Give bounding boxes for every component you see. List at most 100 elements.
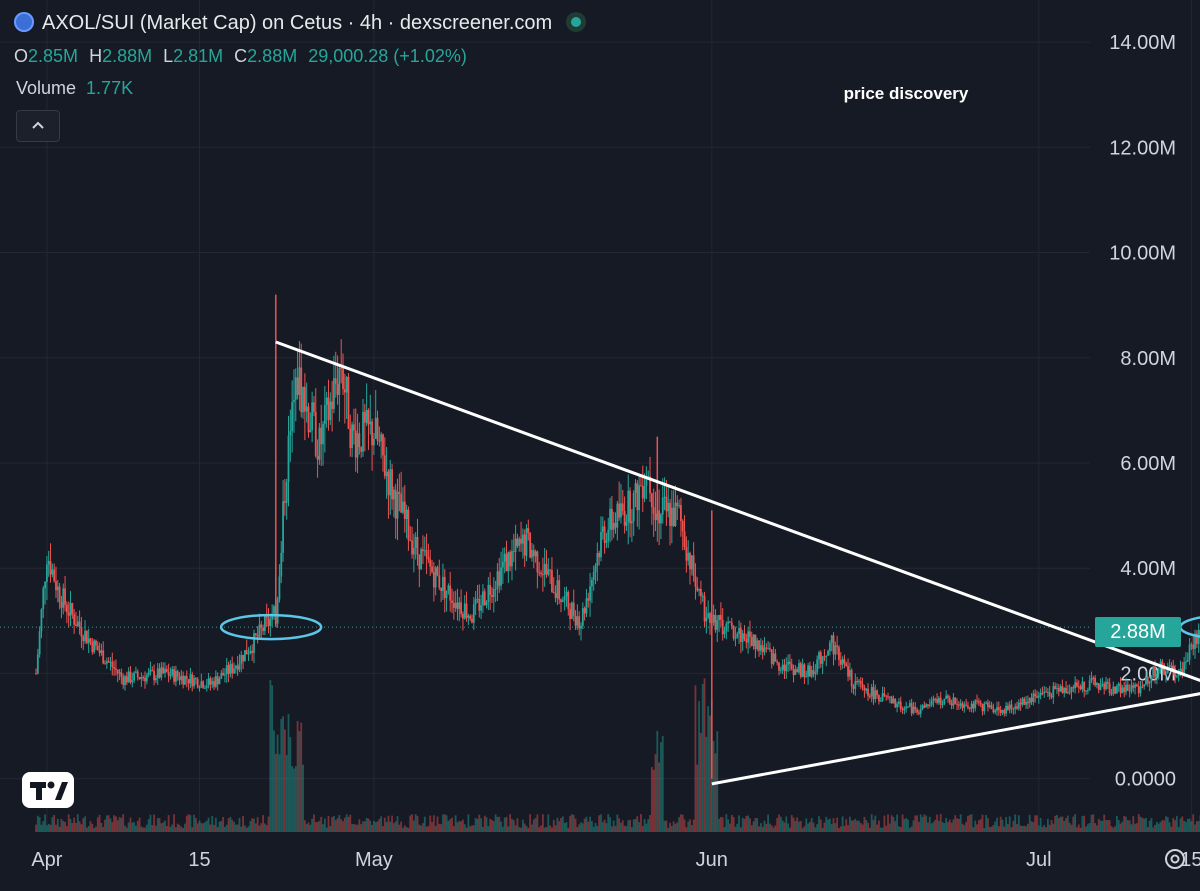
candle-body <box>493 589 495 597</box>
volume-bar <box>1083 816 1085 832</box>
volume-bar <box>358 819 360 832</box>
volume-bar <box>820 820 822 832</box>
candle-body <box>1082 682 1084 690</box>
candle-body <box>927 704 929 706</box>
volume-bar <box>549 825 551 832</box>
candle-body <box>1149 682 1151 683</box>
candle-body <box>366 410 368 423</box>
candle-body <box>206 686 208 688</box>
candle-body <box>962 703 964 707</box>
candle-body <box>967 706 969 708</box>
volume-bar <box>398 825 400 832</box>
candle-body <box>251 651 253 653</box>
volume-bar <box>805 818 807 832</box>
candle-body <box>1034 694 1036 697</box>
candle-body <box>747 631 749 642</box>
candle-body <box>804 664 806 677</box>
volume-bar <box>678 817 680 832</box>
volume-bar <box>1176 816 1178 832</box>
volume-bar <box>818 816 820 832</box>
volume-bar <box>102 827 104 832</box>
candle-body <box>923 705 925 707</box>
candle-body <box>798 663 800 672</box>
volume-bar <box>408 828 410 832</box>
candle-body <box>934 699 936 700</box>
candle-body <box>905 707 907 709</box>
volume-bar <box>171 825 173 832</box>
volume-bar <box>689 819 691 832</box>
candle-body <box>738 628 740 634</box>
tradingview-logo-icon[interactable] <box>22 772 74 808</box>
volume-bar <box>638 822 640 832</box>
candle-body <box>475 599 477 604</box>
volume-bar <box>1191 821 1193 832</box>
volume-bar <box>794 821 796 832</box>
candle-body <box>233 668 235 673</box>
volume-bar <box>618 818 620 832</box>
volume-bar <box>393 823 395 832</box>
volume-bar <box>357 825 359 832</box>
volume-bar <box>193 815 195 832</box>
candle-body <box>942 704 944 705</box>
candle-body <box>689 553 691 569</box>
volume-bar <box>1123 816 1125 832</box>
candle-body <box>1107 682 1109 684</box>
volume-bar <box>685 827 687 832</box>
volume-bar <box>562 816 564 832</box>
candle-body <box>1074 683 1076 689</box>
volume-bar <box>767 815 769 832</box>
candle-body <box>745 639 747 643</box>
candle-body <box>582 608 584 626</box>
volume-bar <box>745 816 747 832</box>
collapse-legend-button[interactable] <box>16 110 60 142</box>
candle-body <box>1185 662 1187 663</box>
candle-body <box>1040 693 1042 696</box>
candle-body <box>255 633 257 635</box>
volume-bar <box>202 823 204 832</box>
volume-bar <box>885 826 887 832</box>
volume-bar <box>1158 824 1160 832</box>
volume-bar <box>428 826 430 832</box>
volume-bar <box>400 822 402 832</box>
volume-bar <box>491 820 493 832</box>
volume-bar <box>378 819 380 832</box>
candle-body <box>453 603 455 608</box>
candle-body <box>1067 692 1069 693</box>
candle-body <box>469 616 471 619</box>
volume-bar <box>602 822 604 832</box>
candle-body <box>911 703 913 713</box>
live-dot-icon <box>566 12 586 32</box>
volume-bar <box>656 731 658 832</box>
candle-body <box>1131 685 1133 691</box>
volume-bar <box>555 825 557 832</box>
volume-bar <box>81 824 83 832</box>
volume-bar <box>664 821 666 832</box>
volume-bar <box>943 823 945 832</box>
candle-body <box>82 637 84 642</box>
volume-bar <box>578 824 580 832</box>
volume-bar <box>540 825 542 832</box>
volume-bar <box>551 828 553 832</box>
volume-bar <box>246 828 248 832</box>
volume-bar <box>1169 822 1171 832</box>
volume-bar <box>864 817 866 832</box>
volume-bar <box>916 815 918 832</box>
candle-body <box>851 670 853 686</box>
volume-bar <box>709 716 711 832</box>
volume-bar <box>469 826 471 832</box>
volume-bar <box>1185 822 1187 832</box>
volume-bar <box>1094 823 1096 832</box>
candle-body <box>491 595 493 597</box>
volume-bar <box>82 818 84 832</box>
volume-bar <box>1078 824 1080 832</box>
settings-gear-icon[interactable] <box>1162 846 1188 872</box>
volume-bar <box>958 819 960 832</box>
close-label: C <box>234 46 247 66</box>
volume-bar <box>235 825 237 832</box>
candle-body <box>758 640 760 650</box>
candle-body <box>735 638 737 639</box>
volume-bar <box>353 824 355 832</box>
volume-bar <box>184 824 186 832</box>
